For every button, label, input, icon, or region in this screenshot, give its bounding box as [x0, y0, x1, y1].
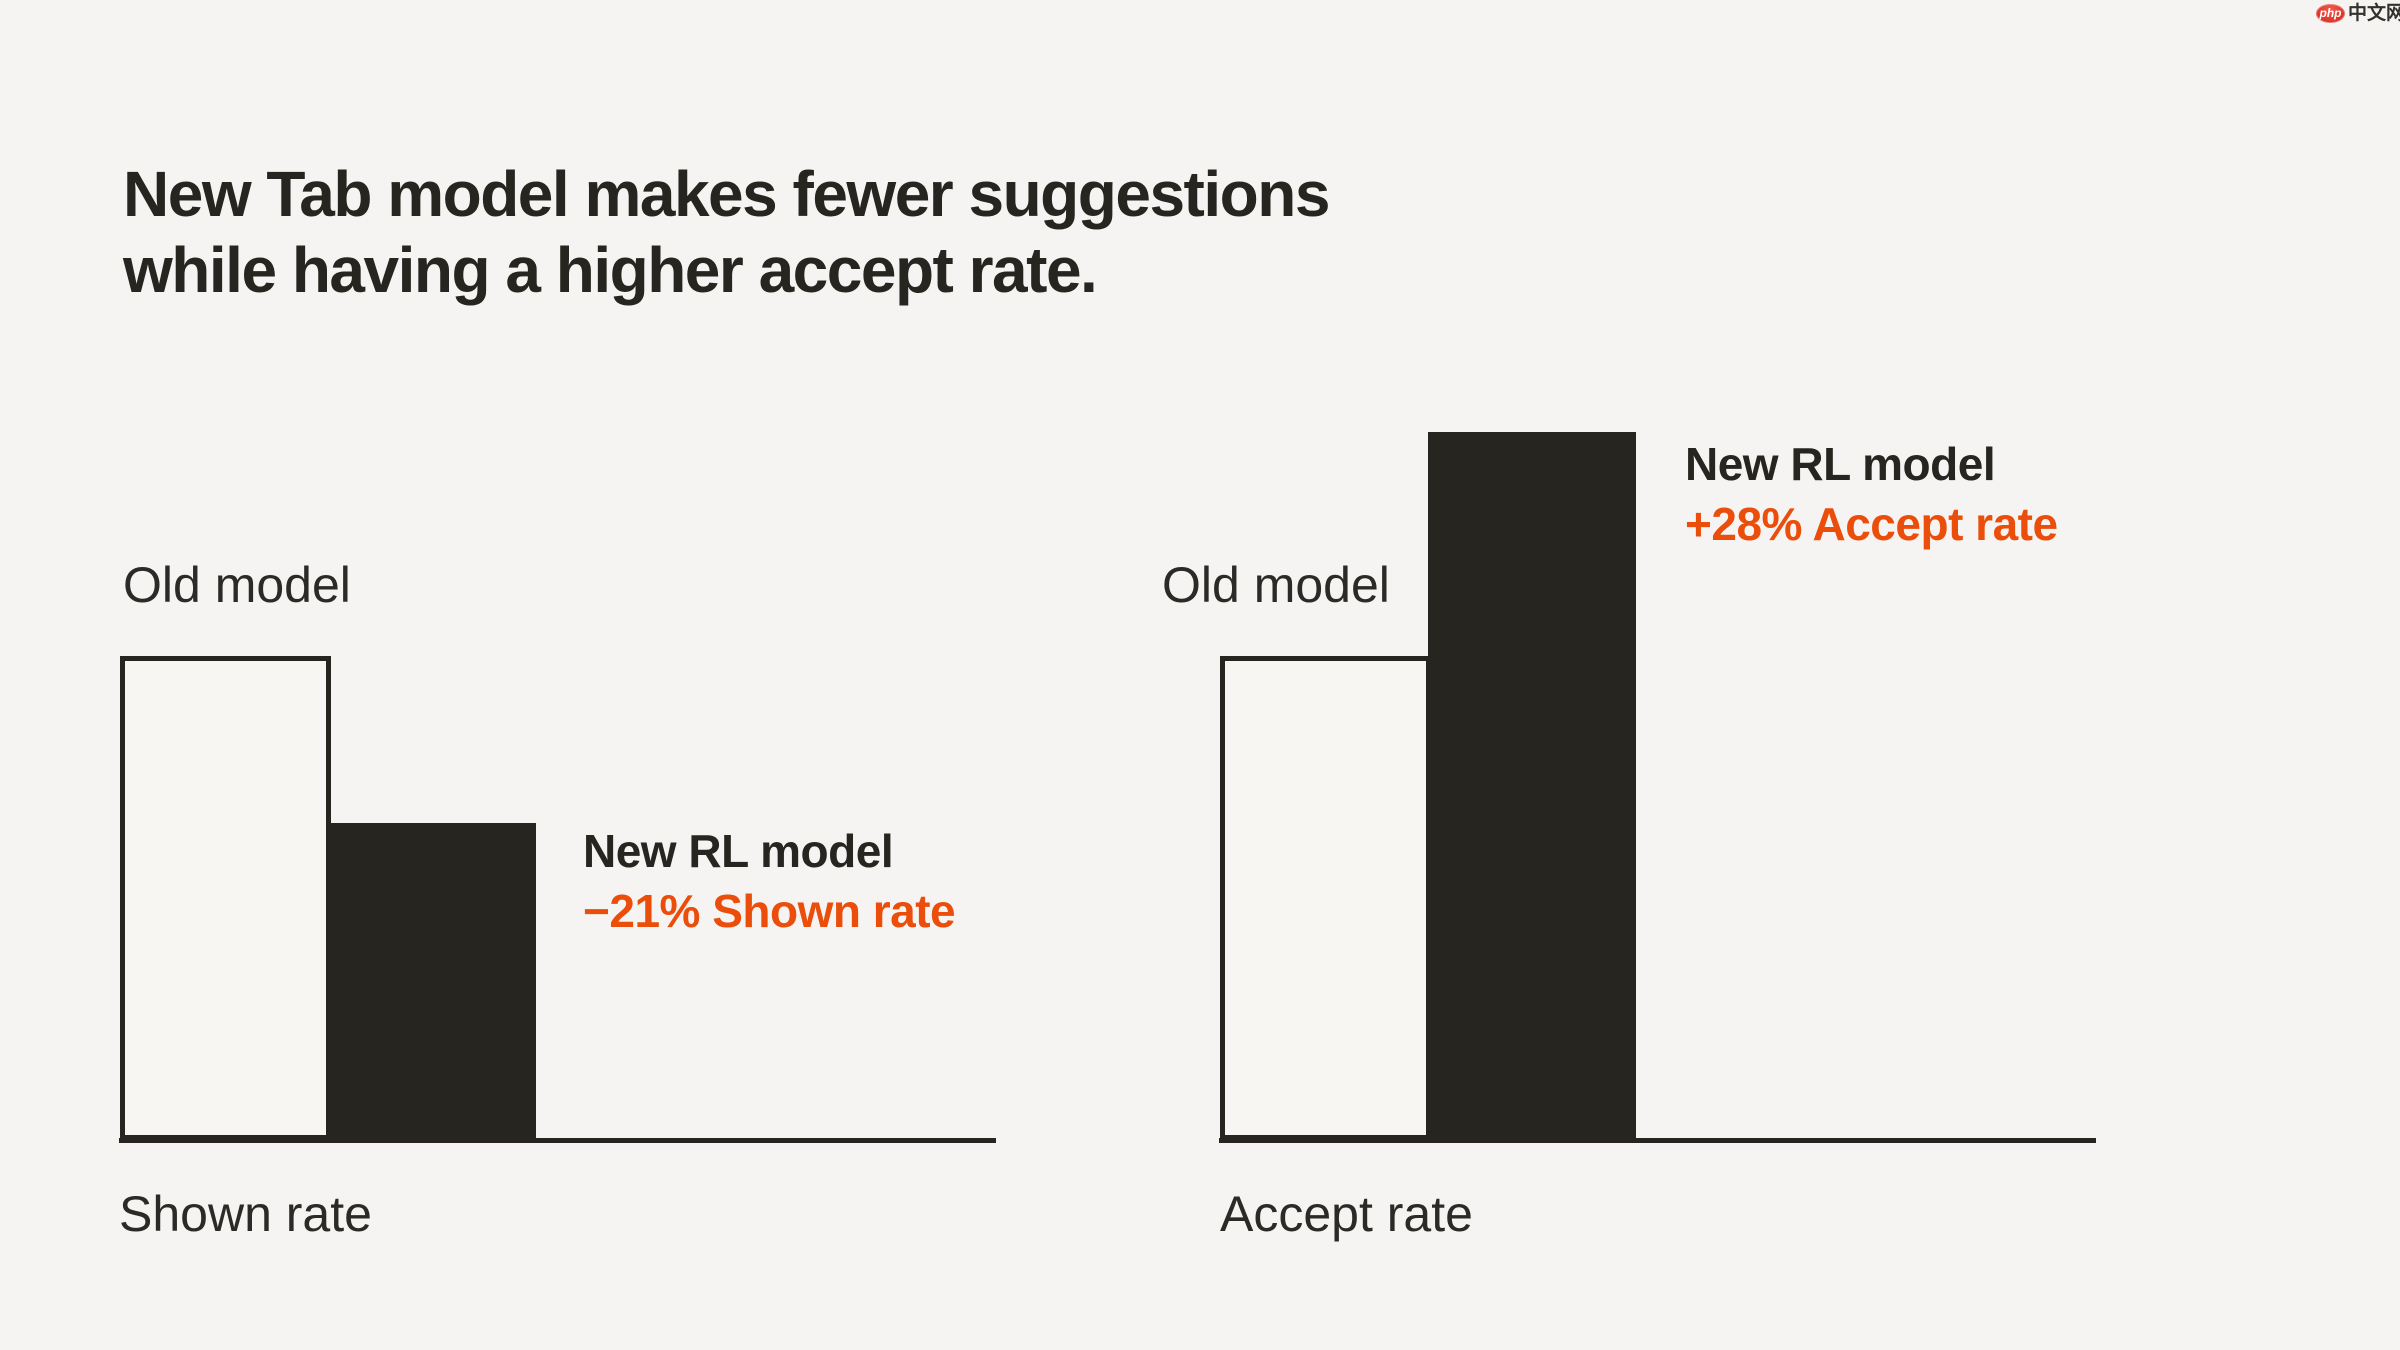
axis-label-shown-rate: Shown rate: [119, 1186, 372, 1242]
php-cn-watermark-logo[interactable]: php 中文网: [2316, 3, 2400, 23]
new-model-annotation: New RL model +28% Accept rate: [1685, 434, 2058, 554]
old-model-label: Old model: [123, 557, 351, 613]
annotation-delta-value: +28% Accept rate: [1685, 498, 2058, 550]
page-title-line-1: New Tab model makes fewer suggestions: [123, 157, 1330, 230]
annotation-model-name: New RL model: [583, 825, 894, 877]
annotation-delta-value: −21% Shown rate: [583, 885, 956, 937]
axis-label-accept-rate: Accept rate: [1220, 1186, 1473, 1242]
x-axis-baseline: [1219, 1138, 2096, 1143]
annotation-model-name: New RL model: [1685, 438, 1996, 490]
old-model-bar: [1220, 656, 1431, 1140]
old-model-bar: [120, 656, 331, 1140]
php-logo-badge-icon: php: [2316, 3, 2345, 23]
page-title: New Tab model makes fewer suggestions wh…: [123, 156, 1330, 308]
php-cn-logo-text: 中文网: [2348, 2, 2400, 24]
old-model-label: Old model: [1162, 557, 1390, 613]
new-model-annotation: New RL model −21% Shown rate: [583, 821, 956, 941]
new-rl-model-bar: [328, 823, 536, 1140]
x-axis-baseline: [119, 1138, 996, 1143]
page-title-line-2: while having a higher accept rate.: [123, 233, 1098, 306]
new-rl-model-bar: [1428, 432, 1636, 1140]
